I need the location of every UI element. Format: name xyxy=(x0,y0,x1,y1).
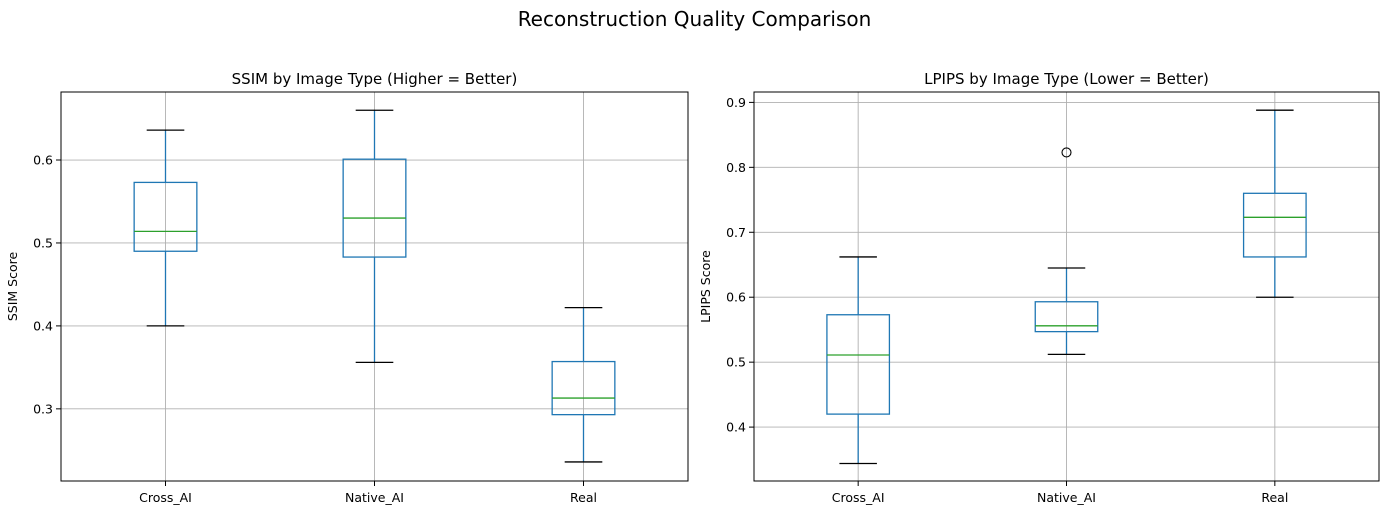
x-tick-label: Native_AI xyxy=(345,490,404,505)
y-tick-label: 0.5 xyxy=(726,355,746,370)
y-tick-label: 0.5 xyxy=(33,235,53,250)
figure-suptitle: Reconstruction Quality Comparison xyxy=(518,7,872,31)
x-tick-label: Cross_AI xyxy=(139,490,192,505)
box-native-ai xyxy=(342,158,407,258)
box-real xyxy=(1242,192,1307,258)
ssim-boxplot: 0.3 0.4 0.5 0.6 Cross_AI Native_AI Real SSIM by… xyxy=(5,70,689,505)
y-axis-label: LPIPS Score xyxy=(698,250,713,323)
x-tick-label: Cross_AI xyxy=(832,490,885,505)
box-cross-ai xyxy=(133,181,198,252)
outlier-point xyxy=(1061,147,1072,158)
lpips-boxplot: 0.4 0.5 0.6 0.7 0.8 0.9 Cross_AI Native_AI Real L… xyxy=(698,70,1380,505)
box-cross-ai xyxy=(826,314,891,415)
y-tick-label: 0.3 xyxy=(33,401,53,416)
y-tick-label: 0.9 xyxy=(726,95,746,110)
x-tick-label: Real xyxy=(570,490,597,505)
y-axis-label: SSIM Score xyxy=(5,252,20,322)
y-tick-label: 0.8 xyxy=(726,160,746,175)
y-tick-label: 0.4 xyxy=(33,318,53,333)
y-tick-label: 0.7 xyxy=(726,225,746,240)
y-tick-label: 0.6 xyxy=(33,153,53,168)
x-tick-label: Real xyxy=(1261,490,1288,505)
chart-title: SSIM by Image Type (Higher = Better) xyxy=(232,70,518,88)
y-tick-label: 0.6 xyxy=(726,290,746,305)
box-real xyxy=(551,360,616,416)
box-native-ai xyxy=(1034,301,1099,333)
y-tick-label: 0.4 xyxy=(726,420,746,435)
x-tick-label: Native_AI xyxy=(1037,490,1096,505)
chart-title: LPIPS by Image Type (Lower = Better) xyxy=(924,70,1209,88)
